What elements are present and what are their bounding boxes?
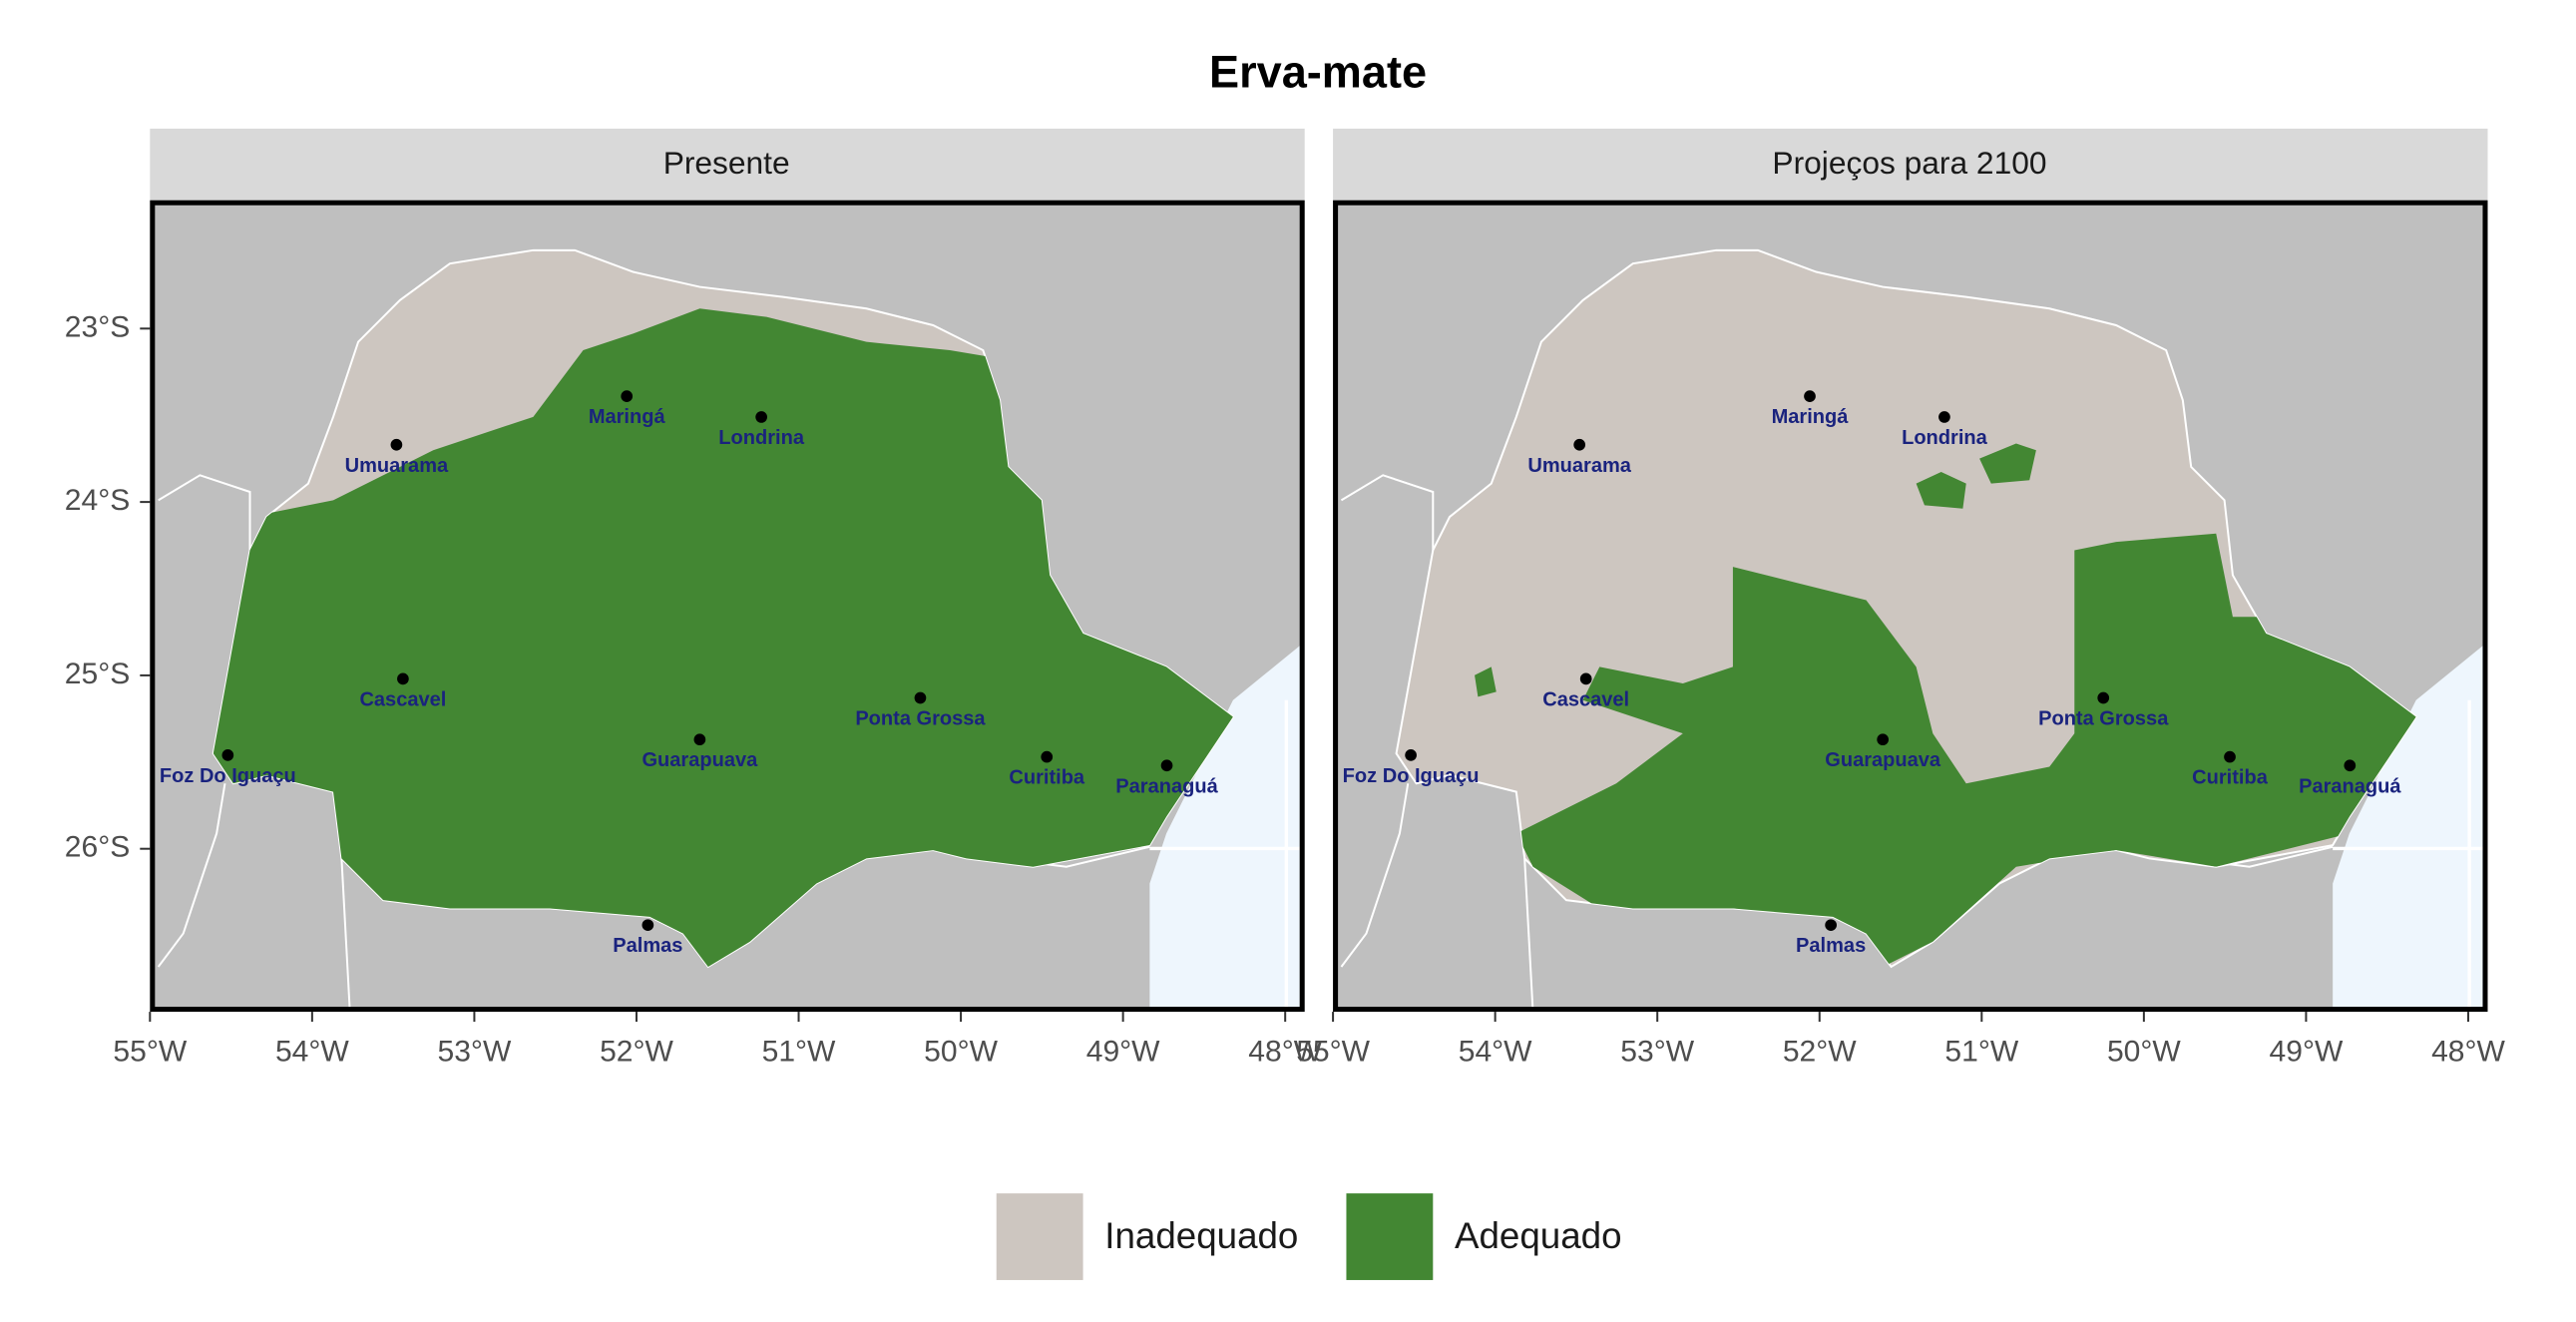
city-point bbox=[1579, 672, 1592, 685]
city-label: Foz Do Iguaçu bbox=[1343, 765, 1480, 787]
city-point bbox=[390, 438, 403, 451]
map bbox=[150, 200, 1305, 1013]
x-tick-label: 54°W bbox=[275, 1036, 349, 1069]
y-tick-label: 24°S bbox=[65, 484, 130, 517]
x-tick-label: 48°W bbox=[1248, 1036, 1322, 1069]
city-point bbox=[2224, 750, 2236, 763]
city-label: Guarapuava bbox=[642, 749, 758, 771]
x-tick-label: 52°W bbox=[1783, 1036, 1857, 1069]
x-tick-label: 51°W bbox=[762, 1036, 836, 1069]
x-tick-label: 54°W bbox=[1459, 1036, 1532, 1069]
panel-border bbox=[150, 200, 1305, 1013]
x-tick-label: 55°W bbox=[113, 1036, 187, 1069]
y-tick-label: 26°S bbox=[65, 831, 130, 864]
city-point bbox=[2344, 759, 2357, 772]
strip bbox=[150, 128, 1305, 201]
map bbox=[1333, 200, 2488, 1013]
strip bbox=[1333, 128, 2488, 201]
border bbox=[157, 474, 1150, 1013]
city-label: Guarapuava bbox=[1825, 749, 1941, 771]
suitable-area bbox=[1475, 443, 2416, 967]
border bbox=[1340, 474, 2334, 1013]
city-point bbox=[914, 691, 927, 704]
city-label: Paranaguá bbox=[1115, 775, 1218, 797]
city-point bbox=[621, 390, 634, 402]
panel-border bbox=[1333, 200, 2488, 1013]
city-label: Cascavel bbox=[1542, 688, 1629, 710]
title: Erva-mate bbox=[1209, 46, 1427, 97]
legend-label: Adequado bbox=[1455, 1215, 1622, 1256]
city-label: Maringá bbox=[589, 406, 666, 428]
city-label: Londrina bbox=[1902, 427, 1988, 449]
x-tick-label: 49°W bbox=[2270, 1036, 2344, 1069]
legend-label: Inadequado bbox=[1104, 1215, 1298, 1256]
grid-line bbox=[2333, 699, 2488, 1013]
city-point bbox=[642, 919, 654, 932]
city-label: Palmas bbox=[1796, 935, 1866, 957]
city-point bbox=[1041, 750, 1054, 763]
city-point bbox=[1405, 749, 1417, 761]
panel-title: Presente bbox=[663, 145, 790, 181]
city-point bbox=[693, 733, 706, 746]
city-label: Ponta Grossa bbox=[855, 708, 986, 730]
city-label: Ponta Grossa bbox=[2038, 708, 2169, 730]
city-point bbox=[755, 411, 767, 423]
ocean bbox=[2333, 642, 2488, 1013]
panel: Projeços para 2100 55°W 54°W 53°W 52°W 51°W 5… bbox=[1296, 128, 2506, 1069]
panel: Presente 55°W 54°W 53°W 52°W 51°W 50°W 49°W 48°… bbox=[65, 128, 1323, 1069]
city-point bbox=[1573, 438, 1586, 451]
city-label: Cascavel bbox=[359, 688, 446, 710]
city-point bbox=[2097, 691, 2110, 704]
city-label: Foz Do Iguaçu bbox=[160, 765, 296, 787]
x-tick-label: 53°W bbox=[438, 1036, 512, 1069]
city-label: Maringá bbox=[1772, 406, 1850, 428]
legend: Inadequado Adequado bbox=[996, 1193, 1622, 1280]
x-tick-label: 51°W bbox=[1944, 1036, 2018, 1069]
x-tick-label: 53°W bbox=[1620, 1036, 1694, 1069]
city-label: Umuarama bbox=[1527, 455, 1631, 477]
panels: Presente 55°W 54°W 53°W 52°W 51°W 50°W 49°W 48°… bbox=[65, 128, 2506, 1069]
grid-line bbox=[1149, 699, 1305, 1013]
legend-swatch bbox=[1346, 1193, 1434, 1280]
city-point bbox=[397, 672, 409, 685]
city-point bbox=[1160, 759, 1173, 772]
x-tick-label: 48°W bbox=[2431, 1036, 2505, 1069]
x-tick-label: 55°W bbox=[1296, 1036, 1370, 1069]
x-tick-label: 50°W bbox=[2107, 1036, 2181, 1069]
x-tick-label: 49°W bbox=[1086, 1036, 1160, 1069]
city-label: Umuarama bbox=[345, 455, 449, 477]
city-label: Londrina bbox=[718, 427, 805, 449]
legend-swatch bbox=[996, 1193, 1083, 1280]
panel-title: Projeços para 2100 bbox=[1772, 145, 2046, 181]
city-label: Palmas bbox=[613, 935, 682, 957]
city-point bbox=[1938, 411, 1950, 423]
x-tick-label: 52°W bbox=[600, 1036, 673, 1069]
city-label: Paranaguá bbox=[2299, 775, 2401, 797]
y-tick-label: 25°S bbox=[65, 658, 130, 690]
x-tick-label: 50°W bbox=[924, 1036, 998, 1069]
city-point bbox=[1804, 390, 1816, 402]
ocean bbox=[1149, 642, 1305, 1013]
city-label: Curitiba bbox=[2192, 767, 2269, 789]
city-point bbox=[1877, 733, 1889, 746]
y-tick-label: 23°S bbox=[65, 310, 130, 343]
city-point bbox=[1825, 919, 1837, 932]
city-label: Curitiba bbox=[1009, 767, 1085, 789]
city-point bbox=[221, 749, 234, 761]
